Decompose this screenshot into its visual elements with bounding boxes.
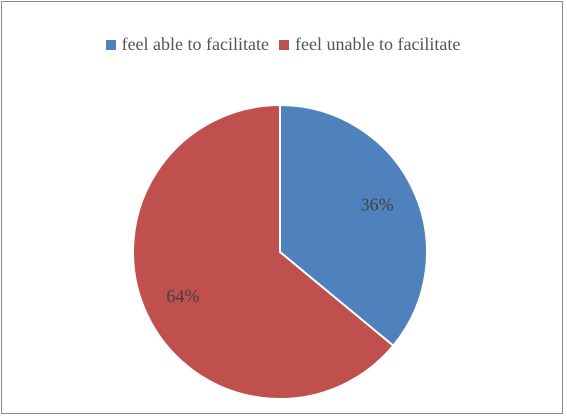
- legend-label-able: feel able to facilitate: [121, 34, 269, 54]
- slice-unable: [132, 103, 395, 400]
- slice-able: [279, 103, 428, 348]
- legend-label-unable: feel unable to facilitate: [295, 34, 461, 54]
- legend-item-unable: feel unable to facilitate: [279, 34, 460, 55]
- legend-swatch-able: [105, 39, 116, 50]
- chart-legend: feel able to facilitate feel unable to f…: [2, 34, 564, 55]
- legend-item-able: feel able to facilitate: [105, 34, 269, 55]
- legend-swatch-unable: [279, 39, 289, 50]
- pie-labels: 36% 64%: [166, 194, 393, 305]
- slice-label-able: 36%: [361, 194, 394, 214]
- slice-label-unable: 64%: [166, 286, 199, 306]
- pie-slices: [132, 103, 428, 400]
